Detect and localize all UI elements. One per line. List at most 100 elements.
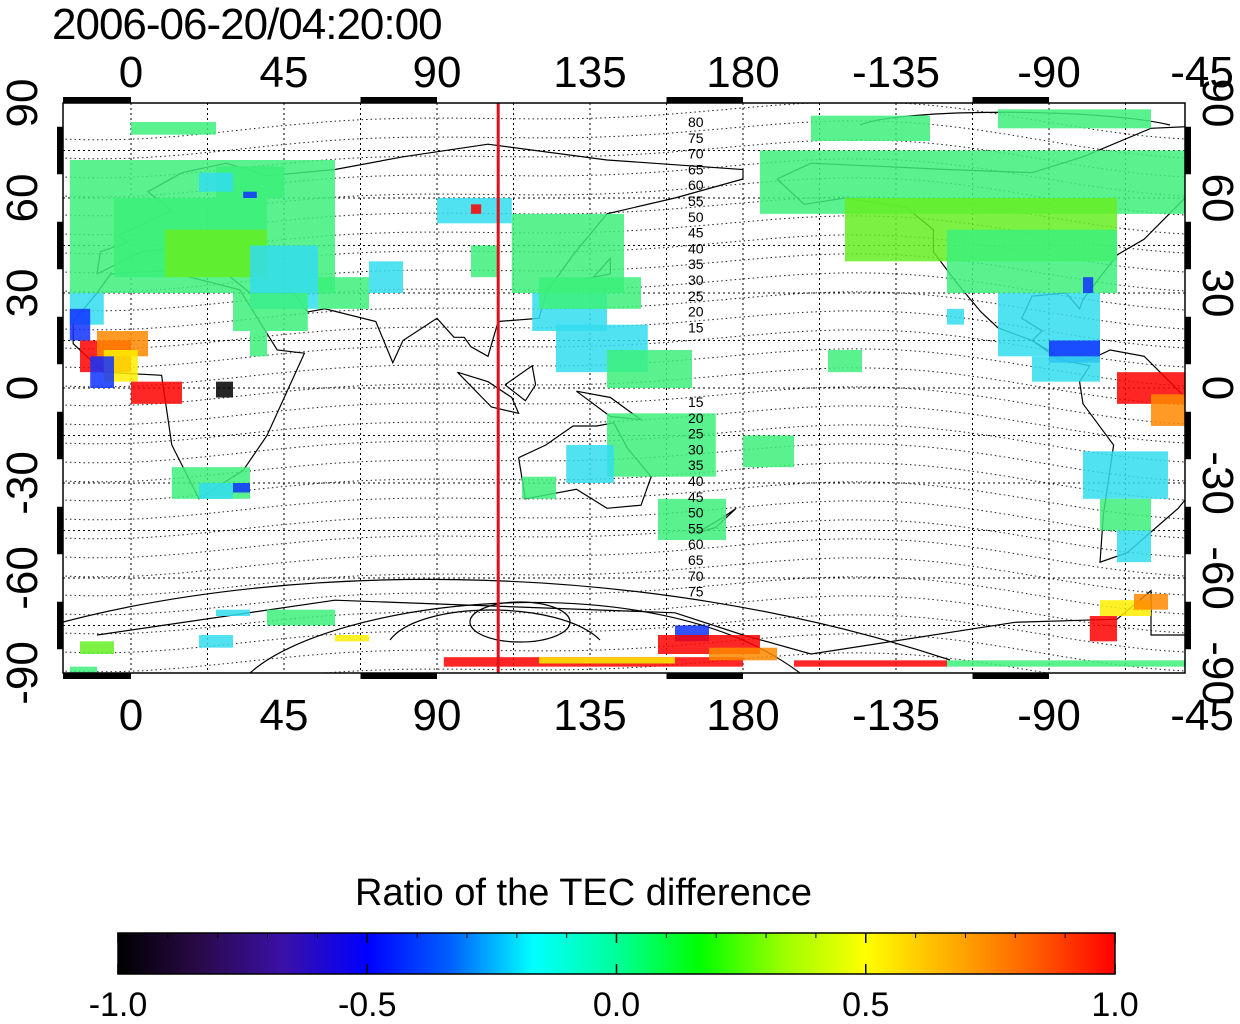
contour-label: 50	[688, 209, 704, 225]
frame-tick-bar	[972, 673, 1049, 679]
tec-patch	[607, 413, 716, 477]
coastline	[776, 126, 1185, 564]
tec-patch	[947, 308, 964, 325]
colorbar-ticks: -1.0 -0.5 0.0 0.5 1.0	[89, 933, 1139, 1024]
left-lat-tick-label: -30	[0, 451, 47, 515]
frame-tick-bar	[666, 673, 743, 679]
contour-label: 15	[688, 394, 704, 410]
bottom-lon-tick-label: 45	[260, 691, 309, 740]
tec-patch	[233, 293, 308, 331]
tec-patch	[216, 609, 250, 616]
contour-label: 60	[688, 177, 704, 193]
contour-line	[63, 386, 1185, 426]
top-lon-tick-label: 45	[260, 48, 309, 97]
contour-label: 50	[688, 505, 704, 521]
contour-label: 20	[688, 410, 704, 426]
frame-tick-bar	[360, 97, 437, 103]
map-frame	[57, 97, 1191, 679]
contour-label: 60	[688, 536, 704, 552]
bottom-lon-tick-label: 90	[413, 691, 462, 740]
contour-label: 75	[688, 130, 704, 146]
tec-patch	[1100, 498, 1151, 531]
frame-tick-bar	[57, 506, 63, 555]
contour-label: 25	[688, 288, 704, 304]
contour-ring	[469, 601, 571, 643]
colorbar-tick-label: 1.0	[1091, 986, 1138, 1024]
tec-patch	[828, 350, 862, 373]
contour-label: 35	[688, 256, 704, 272]
right-lat-tick-label: -30	[1193, 451, 1240, 515]
bottom-lon-tick-label: 180	[706, 691, 779, 740]
frame-tick-bar	[57, 601, 63, 650]
tec-patch	[90, 356, 114, 388]
contour-label: 30	[688, 441, 704, 457]
contour-label: 30	[688, 272, 704, 288]
contour-line	[63, 519, 1185, 559]
frame-tick-bar	[1185, 126, 1191, 175]
bottom-lon-tick-label: 135	[553, 691, 626, 740]
tec-patch	[998, 109, 1151, 129]
tec-patch	[1226, 420, 1240, 445]
contour-line	[63, 500, 1185, 540]
tec-patch	[233, 483, 250, 493]
frame-tick-bar	[360, 673, 437, 679]
contour-label: 55	[688, 520, 704, 536]
colorbar-tick-label: 0.0	[593, 986, 640, 1024]
tec-patch	[566, 445, 614, 483]
contour-label: 70	[688, 568, 704, 584]
frame-tick-bar	[1185, 506, 1191, 555]
contour-line	[63, 103, 1185, 141]
tec-patches	[69, 109, 1240, 673]
frame-tick-bar	[1185, 316, 1191, 365]
frame-tick-bar	[63, 97, 131, 103]
contour-line	[63, 557, 1185, 597]
left-lat-tick-label: 60	[0, 174, 47, 223]
contour-label: 25	[688, 426, 704, 442]
tec-patch	[267, 609, 335, 626]
frame-tick-bar	[1185, 411, 1191, 460]
contour-line	[63, 633, 1185, 673]
frame-tick-bar	[57, 316, 63, 365]
tec-patch	[199, 635, 233, 648]
top-lon-tick-label: -90	[1017, 48, 1081, 97]
tec-patch	[1212, 404, 1240, 420]
top-lon-tick-label: 0	[119, 48, 143, 97]
tec-patch	[335, 635, 369, 642]
top-lon-tick-label: -135	[852, 48, 940, 97]
tec-patch	[743, 435, 794, 468]
tec-patch	[471, 245, 499, 278]
contour-label: 55	[688, 193, 704, 209]
top-lon-tick-label: 90	[413, 48, 462, 97]
contour-labels: 8075706560555045403530252015152025303540…	[688, 114, 704, 600]
contour-label: 80	[688, 114, 704, 130]
bottom-lon-tick-label: 0	[119, 691, 143, 740]
tec-patch	[1117, 530, 1151, 563]
figure-title: 2006-06-20/04:20:00	[52, 0, 443, 49]
tec-patch	[1089, 616, 1117, 642]
right-lat-tick-label: 90	[1193, 79, 1240, 128]
bottom-lon-tick-label: -135	[852, 691, 940, 740]
tec-patch	[1083, 277, 1094, 293]
frame-tick-bar	[57, 126, 63, 175]
tec-patch	[1151, 394, 1185, 426]
tec-patch	[199, 483, 233, 499]
tec-patch	[522, 476, 556, 499]
contour-line-solid	[389, 609, 601, 641]
tec-patch	[658, 498, 726, 540]
contour-label: 75	[688, 584, 704, 600]
tec-patch	[69, 308, 91, 341]
tec-patch	[131, 122, 216, 135]
tec-patch	[1032, 356, 1100, 382]
contour-label: 70	[688, 146, 704, 162]
colorbar-title: Ratio of the TEC difference	[355, 872, 812, 914]
contour-line	[63, 576, 1185, 616]
tec-patch	[539, 277, 641, 309]
tec-patch	[947, 660, 1185, 667]
tec-patch	[1083, 451, 1168, 499]
tec-patch	[80, 641, 114, 654]
tec-patch	[318, 277, 369, 309]
tec-patch	[811, 115, 930, 141]
left-lat-tick-label: -60	[0, 546, 47, 610]
